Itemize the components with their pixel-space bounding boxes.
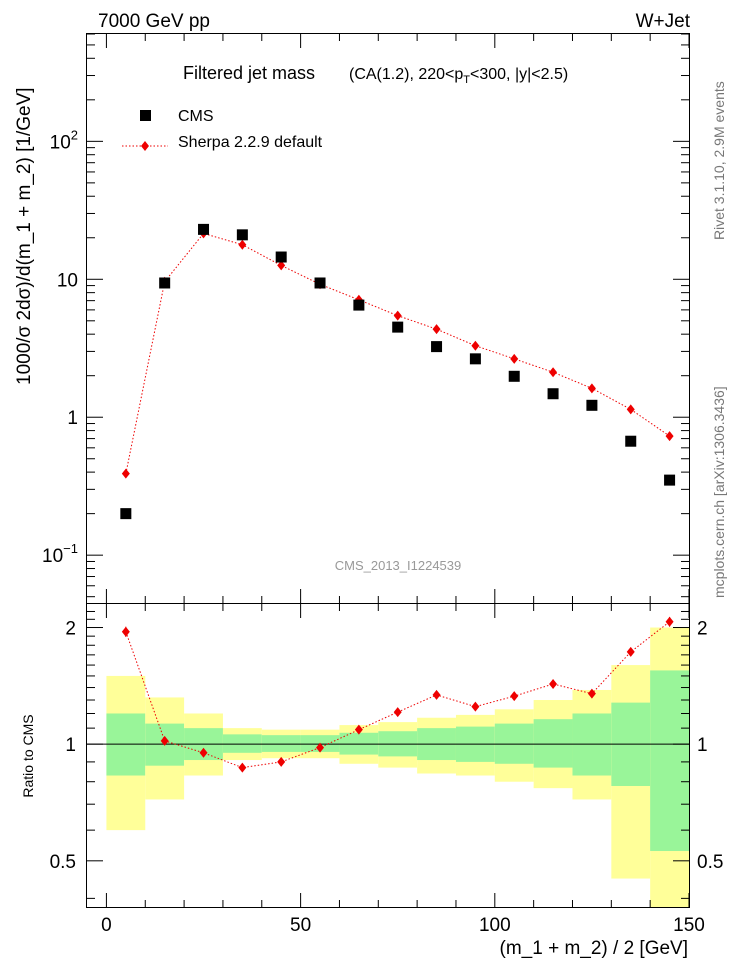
ratio-sherpa-point — [432, 689, 441, 700]
sherpa-point — [121, 468, 130, 479]
analysis-watermark: CMS_2013_I1224539 — [335, 558, 462, 573]
ratio-sherpa-point — [316, 742, 325, 753]
main-y-tick-label: 10 — [57, 270, 78, 291]
x-tick-label: 0 — [101, 915, 112, 936]
ratio-plot-frame — [86, 603, 690, 908]
ratio-sherpa-point — [238, 762, 247, 773]
sherpa-point — [549, 367, 558, 378]
sherpa-point — [277, 260, 286, 271]
stat-uncertainty-band — [650, 670, 689, 852]
ratio-bands — [106, 627, 689, 907]
ratio-y-tick-label-right: 0.5 — [697, 852, 723, 873]
legend-cms-label: CMS — [178, 108, 214, 125]
ratio-y-ticks: 0.5 0.5 1 1 2 2 — [50, 610, 723, 899]
sherpa-point — [510, 353, 519, 364]
cms-point — [236, 229, 248, 241]
x-tick-labels: 0 50 100 150 — [101, 915, 705, 936]
sherpa-series — [121, 228, 674, 479]
sherpa-point — [626, 404, 635, 415]
cms-point — [508, 370, 520, 382]
ratio-y-axis-label: Ratio to CMS — [20, 714, 36, 797]
stat-uncertainty-band — [222, 734, 262, 753]
header-process: W+Jet — [636, 11, 691, 32]
rivet-label: Rivet 3.1.10, 2.9M events — [711, 81, 727, 240]
ratio-sherpa-point — [121, 626, 130, 637]
chart-title: Filtered jet mass — [183, 63, 315, 83]
x-tick-label: 100 — [479, 915, 511, 936]
cms-point — [314, 277, 326, 289]
ratio-sherpa-series — [121, 616, 674, 773]
cms-point — [469, 353, 481, 365]
header-energy: 7000 GeV pp — [98, 11, 210, 32]
x-axis-label: (m_1 + m_2) / 2 [GeV] — [500, 938, 689, 959]
main-x-ticks — [105, 34, 690, 603]
sherpa-point — [393, 310, 402, 321]
cms-point — [664, 474, 676, 486]
chart-subtitle: (CA(1.2), 220<pT<300, |y|<2.5) — [349, 66, 568, 86]
ratio-sherpa-point — [665, 616, 674, 627]
ratio-sherpa-point — [471, 701, 480, 712]
cms-series — [120, 223, 676, 520]
main-plot-frame — [86, 33, 690, 604]
main-y-tick-label: 102 — [50, 127, 78, 153]
ratio-sherpa-point — [510, 691, 519, 702]
mcplots-label: mcplots.cern.ch [arXiv:1306.3436] — [711, 386, 727, 598]
cms-point — [120, 508, 132, 520]
x-tick-label: 150 — [673, 915, 705, 936]
legend: CMS Sherpa 2.2.9 default — [122, 108, 323, 151]
legend-cms-marker — [140, 110, 151, 121]
main-y-tick-label: 10−1 — [42, 541, 78, 567]
legend-sherpa-marker — [141, 141, 149, 151]
cms-point — [392, 321, 404, 333]
ratio-sherpa-point — [549, 678, 558, 689]
stat-uncertainty-band — [533, 719, 573, 768]
subtitle-part-2: T — [463, 74, 470, 86]
sherpa-line — [125, 232, 670, 474]
cms-point — [431, 341, 443, 353]
cms-point — [275, 251, 287, 263]
ratio-sherpa-point — [626, 646, 635, 657]
sherpa-point — [238, 239, 247, 250]
main-plot: 10−1 1 10 102 Filtered jet mass (CA(1.2), 2… — [42, 33, 690, 604]
ratio-sherpa-point — [160, 735, 169, 746]
ratio-sherpa-point — [587, 688, 596, 699]
ratio-plot: 0.5 0.5 1 1 2 2 — [50, 603, 723, 908]
ratio-sherpa-point — [354, 724, 363, 735]
main-y-axis-label: 1000/σ 2dσ)/d(m_1 + m_2) [1/GeV] — [14, 87, 35, 385]
stat-uncertainty-band — [261, 735, 301, 752]
cms-point — [198, 223, 210, 235]
ratio-sherpa-point — [199, 747, 208, 758]
cms-point — [547, 388, 559, 400]
ratio-x-ticks — [105, 604, 690, 907]
sherpa-point — [432, 324, 441, 335]
subtitle-part-3: <300, |y|<2.5) — [470, 66, 568, 83]
sherpa-point — [471, 340, 480, 351]
main-y-ticks: 10−1 1 10 102 — [42, 33, 689, 598]
cms-point — [586, 399, 598, 411]
main-y-tick-label: 1 — [67, 408, 78, 429]
ratio-sherpa-point — [277, 756, 286, 767]
ratio-y-tick-label: 1 — [65, 735, 76, 756]
legend-sherpa-label: Sherpa 2.2.9 default — [178, 134, 323, 151]
sherpa-point — [665, 431, 674, 442]
sherpa-point — [587, 383, 596, 394]
ratio-y-tick-label: 0.5 — [50, 852, 76, 873]
cms-point — [159, 277, 171, 289]
cms-point — [353, 299, 365, 311]
ratio-y-tick-label-right: 1 — [697, 735, 708, 756]
ratio-y-tick-label-right: 2 — [697, 619, 708, 640]
ratio-sherpa-point — [393, 707, 402, 718]
cms-point — [625, 435, 637, 447]
x-tick-label: 50 — [290, 915, 311, 936]
subtitle-part-1: (CA(1.2), 220<p — [349, 66, 463, 83]
ratio-y-tick-label: 2 — [65, 619, 76, 640]
